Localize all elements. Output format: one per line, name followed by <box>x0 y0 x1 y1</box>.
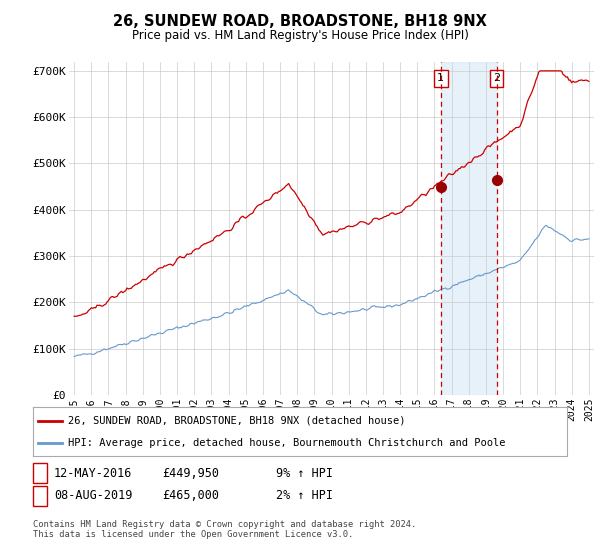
Text: £449,950: £449,950 <box>162 466 219 480</box>
Text: Price paid vs. HM Land Registry's House Price Index (HPI): Price paid vs. HM Land Registry's House … <box>131 29 469 42</box>
Text: 08-AUG-2019: 08-AUG-2019 <box>54 489 133 502</box>
Text: HPI: Average price, detached house, Bournemouth Christchurch and Poole: HPI: Average price, detached house, Bour… <box>68 437 505 447</box>
Text: 2% ↑ HPI: 2% ↑ HPI <box>276 489 333 502</box>
Text: 26, SUNDEW ROAD, BROADSTONE, BH18 9NX (detached house): 26, SUNDEW ROAD, BROADSTONE, BH18 9NX (d… <box>68 416 405 426</box>
Text: 2: 2 <box>37 489 44 502</box>
Text: 1: 1 <box>37 466 44 480</box>
Text: 12-MAY-2016: 12-MAY-2016 <box>54 466 133 480</box>
Text: £465,000: £465,000 <box>162 489 219 502</box>
Text: 2: 2 <box>493 73 500 83</box>
Text: 9% ↑ HPI: 9% ↑ HPI <box>276 466 333 480</box>
Text: 26, SUNDEW ROAD, BROADSTONE, BH18 9NX: 26, SUNDEW ROAD, BROADSTONE, BH18 9NX <box>113 14 487 29</box>
Text: 1: 1 <box>437 73 444 83</box>
Text: Contains HM Land Registry data © Crown copyright and database right 2024.
This d: Contains HM Land Registry data © Crown c… <box>33 520 416 539</box>
Bar <box>441 62 497 395</box>
